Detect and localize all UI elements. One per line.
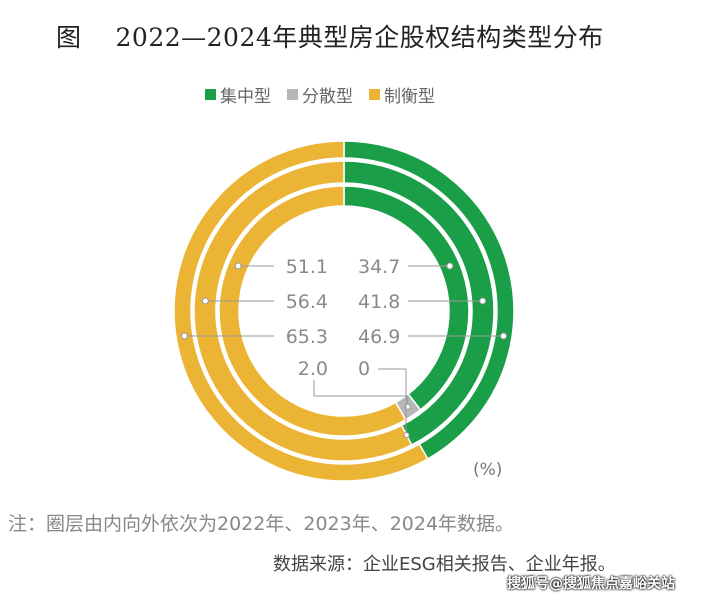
legend-swatch: [205, 89, 216, 100]
leader-dot: [234, 262, 242, 270]
data-label-2022-dispersed: 2.0: [298, 358, 328, 380]
data-source: 数据来源：企业ESG相关报告、企业年报。: [273, 554, 616, 575]
legend-label: 制衡型: [384, 87, 435, 107]
data-label-2024-balanced: 65.3: [286, 326, 328, 348]
data-label-2023-balanced: 56.4: [286, 291, 328, 313]
figure-label: 图: [56, 23, 82, 52]
leader-dot: [201, 297, 209, 305]
ring-2022-balanced-segment: [218, 185, 407, 437]
legend-label: 分散型: [302, 87, 353, 107]
legend-item-balanced: 制衡型: [369, 82, 435, 107]
legend: 集中型 分散型 制衡型: [205, 82, 435, 107]
legend-item-concentrated: 集中型: [205, 82, 271, 107]
leader-line: [378, 368, 407, 436]
leader-dot: [500, 332, 508, 340]
leader-dot: [403, 432, 410, 439]
data-label-2023-concentrated: 41.8: [358, 291, 400, 313]
leader-dot: [446, 262, 454, 270]
leader-dot: [479, 297, 487, 305]
legend-label: 集中型: [220, 87, 271, 107]
leader-dot: [180, 332, 188, 340]
data-label-2023-dispersed: 0: [358, 358, 370, 380]
leader-line: [313, 380, 409, 407]
legend-item-dispersed: 分散型: [287, 82, 353, 107]
ring-2024-balanced-segment: [173, 140, 429, 482]
data-label-2024-concentrated: 46.9: [358, 326, 400, 348]
data-label-2022-concentrated: 34.7: [358, 256, 400, 278]
legend-swatch: [287, 89, 298, 100]
unit-label: (%): [473, 460, 503, 480]
watermark: 搜狐号@搜狐焦点嘉峪关站: [507, 576, 675, 592]
data-label-2022-balanced: 51.1: [286, 256, 328, 278]
ring-2023-balanced-segment: [193, 160, 413, 462]
chart-title: 图 2022—2024年典型房企股权结构类型分布: [56, 18, 604, 54]
legend-swatch: [369, 89, 380, 100]
note: 注：圈层由内向外依次为2022年、2023年、2024年数据。: [8, 513, 515, 535]
title-text: 2022—2024年典型房企股权结构类型分布: [115, 23, 604, 52]
